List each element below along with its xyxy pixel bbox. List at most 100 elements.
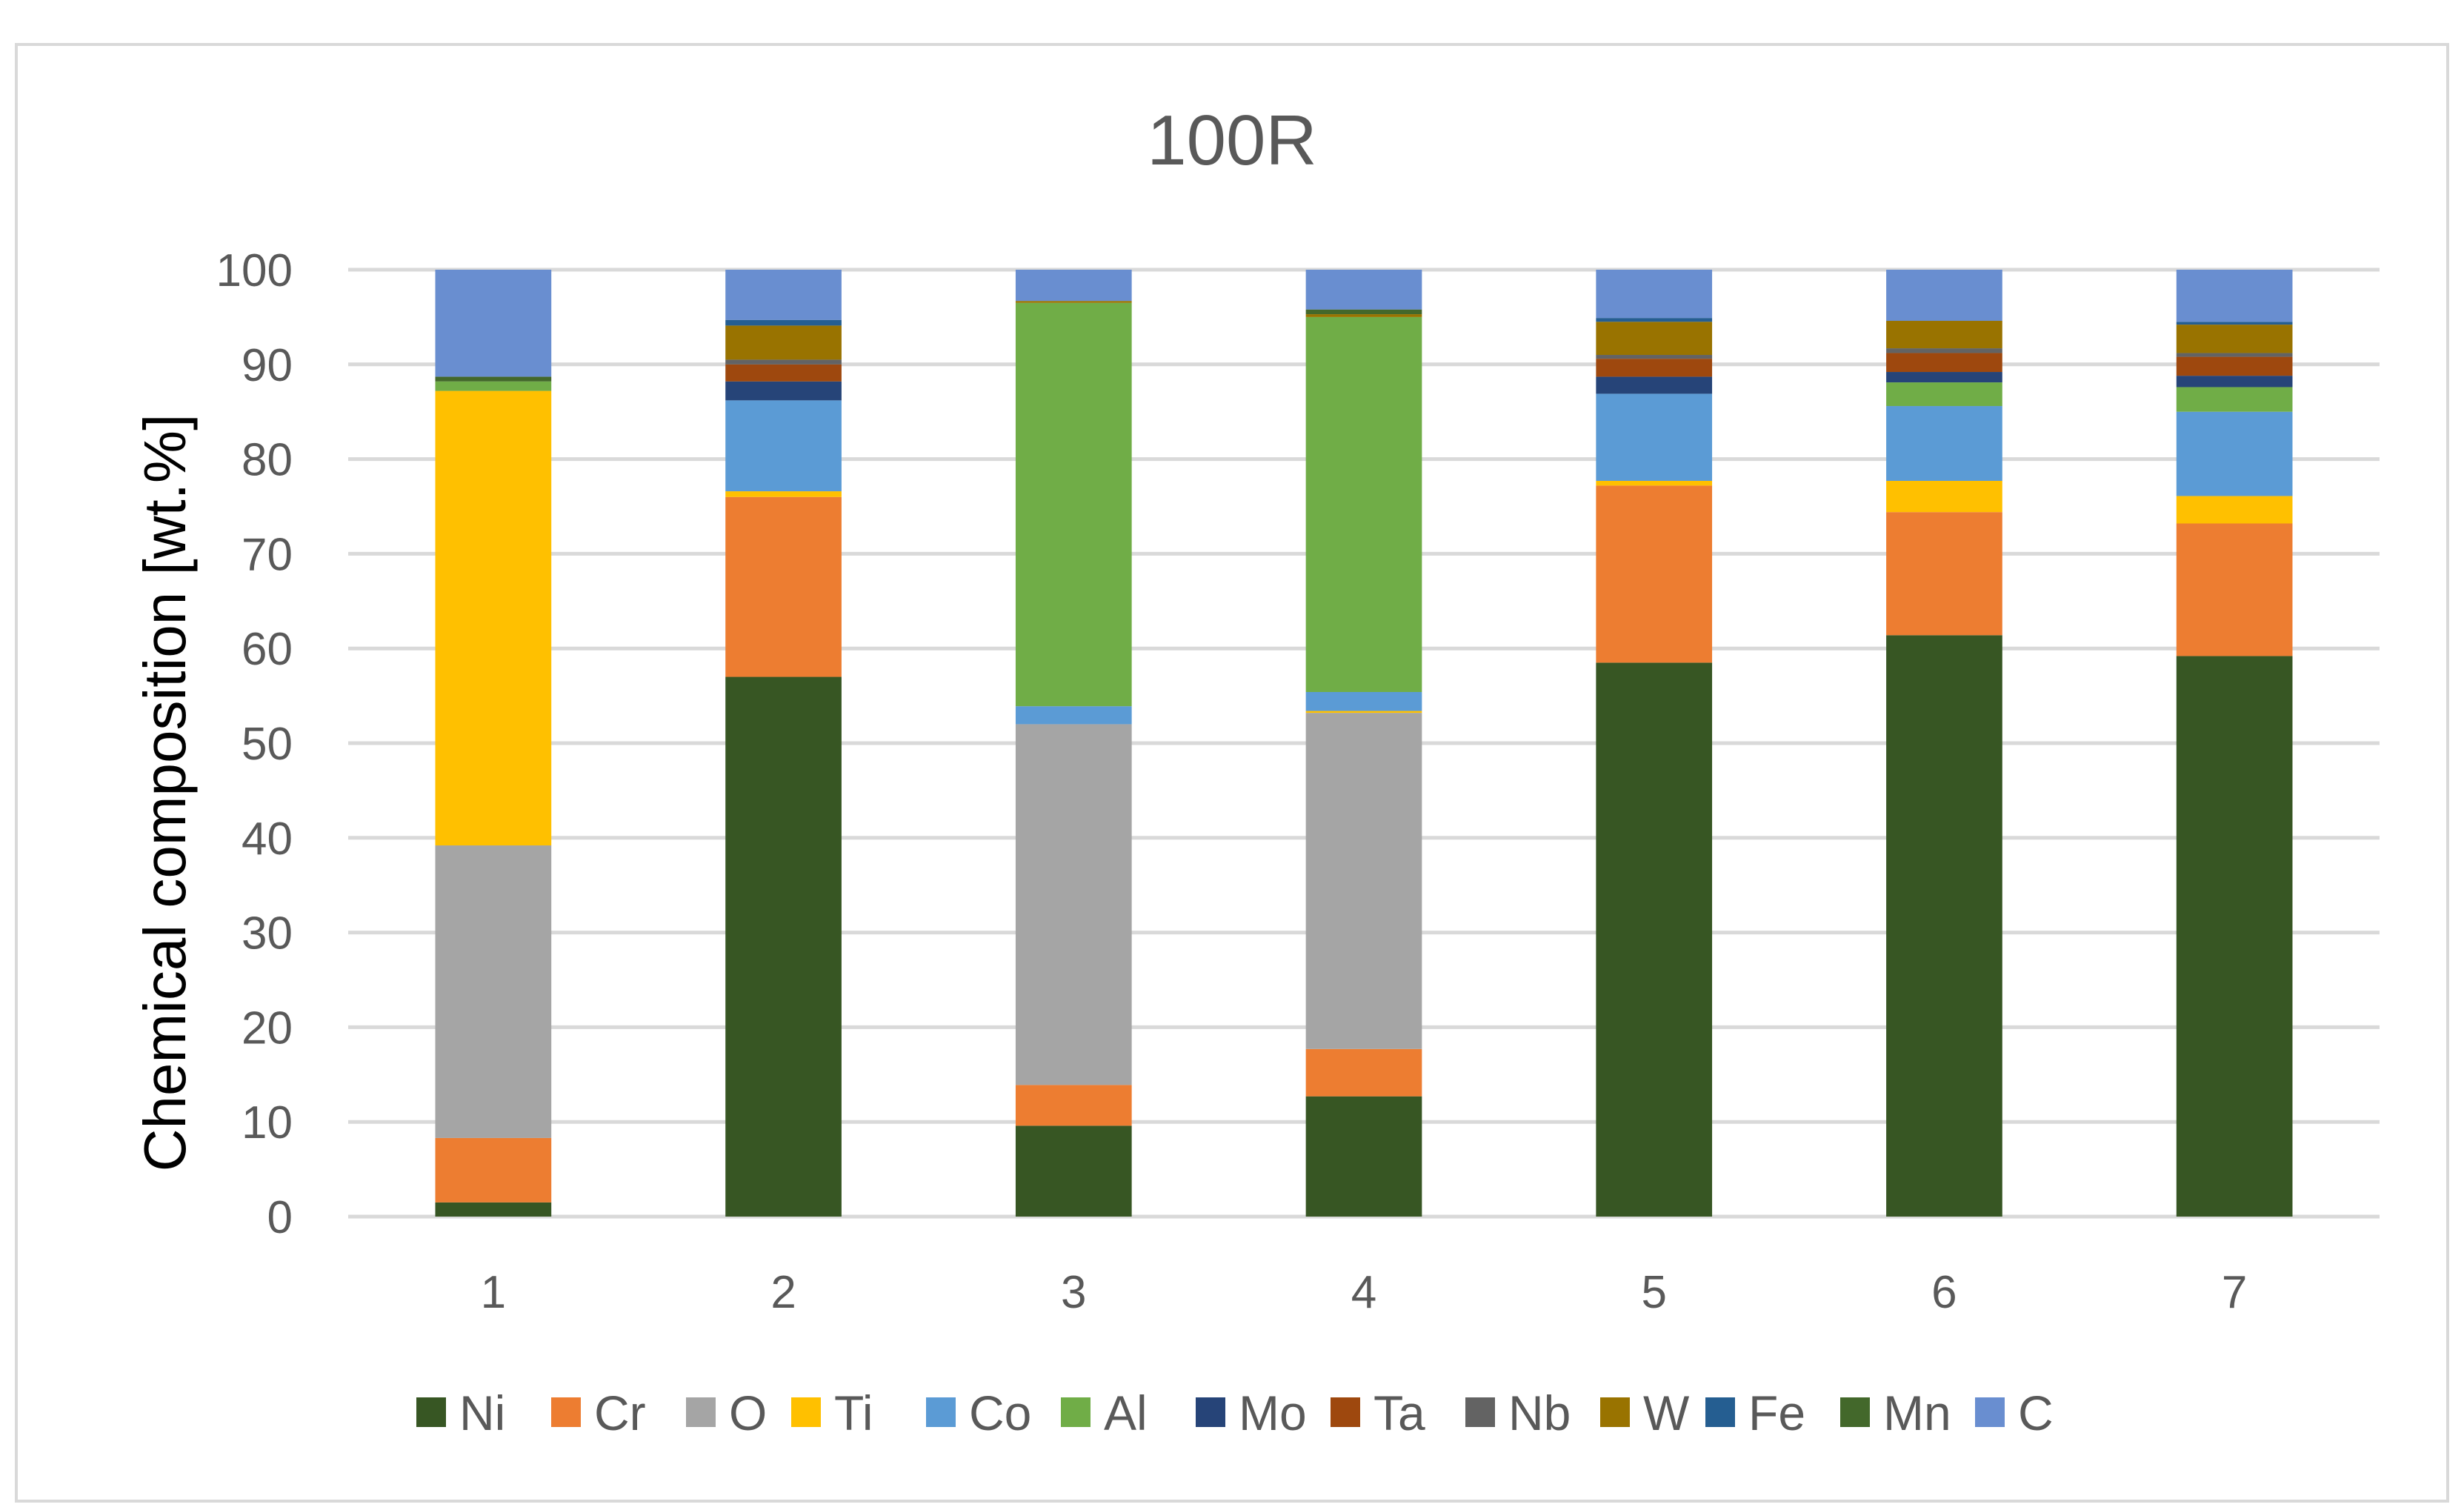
bar-segment-al-7 bbox=[2176, 387, 2293, 412]
legend-item-mn: Mn bbox=[1840, 1386, 1951, 1440]
legend-item-ti: Ti bbox=[791, 1386, 873, 1440]
bar-segment-al-1 bbox=[435, 381, 552, 391]
legend-swatch bbox=[1196, 1397, 1225, 1427]
bar-segment-ta-6 bbox=[1886, 353, 2002, 373]
legend-swatch bbox=[416, 1397, 446, 1427]
bar-segment-ta-2 bbox=[725, 364, 842, 382]
bar-segment-ti-7 bbox=[2176, 496, 2293, 524]
bar-segment-ni-2 bbox=[725, 676, 842, 1217]
bar-segment-ti-2 bbox=[725, 491, 842, 497]
legend-swatch bbox=[686, 1397, 716, 1427]
bar-segment-w-7 bbox=[2176, 325, 2293, 353]
legend-item-mo: Mo bbox=[1196, 1386, 1307, 1440]
bar-segment-c-5 bbox=[1596, 270, 1713, 319]
bar-segment-mo-7 bbox=[2176, 376, 2293, 388]
legend-swatch bbox=[551, 1397, 581, 1427]
bar-segment-c-7 bbox=[2176, 270, 2293, 322]
y-tick-label: 60 bbox=[242, 624, 293, 675]
legend-label: Ta bbox=[1373, 1386, 1425, 1440]
bar-segment-nb-7 bbox=[2176, 353, 2293, 357]
x-tick-label: 1 bbox=[481, 1267, 506, 1318]
bar-segment-c-1 bbox=[435, 270, 552, 377]
bar-segment-fe-5 bbox=[1596, 318, 1713, 322]
legend-item-w: W bbox=[1600, 1386, 1690, 1440]
legend-label: Ti bbox=[834, 1386, 873, 1440]
bar-segment-ti-6 bbox=[1886, 480, 2002, 513]
legend-item-cr: Cr bbox=[551, 1386, 646, 1440]
bar-segment-c-4 bbox=[1305, 270, 1422, 310]
legend-swatch bbox=[791, 1397, 821, 1427]
bar-segment-mn-1 bbox=[435, 376, 552, 382]
bar-segment-o-1 bbox=[435, 845, 552, 1138]
legend-item-ta: Ta bbox=[1331, 1386, 1425, 1440]
bar-segment-co-2 bbox=[725, 400, 842, 492]
chart-title: 100R bbox=[1147, 101, 1317, 180]
bar-segment-ni-4 bbox=[1305, 1096, 1422, 1217]
bar-segment-nb-5 bbox=[1596, 355, 1713, 359]
bar-segment-ni-6 bbox=[1886, 635, 2002, 1217]
bar-segment-cr-2 bbox=[725, 496, 842, 677]
legend-item-c: C bbox=[1975, 1386, 2054, 1440]
x-tick-label: 4 bbox=[1351, 1267, 1376, 1318]
legend-label: Co bbox=[969, 1386, 1031, 1440]
y-tick-label: 80 bbox=[242, 435, 293, 486]
bar-segment-nb-2 bbox=[725, 359, 842, 365]
legend-swatch bbox=[1975, 1397, 2005, 1427]
bar-segment-cr-3 bbox=[1015, 1085, 1132, 1126]
bar-segment-co-4 bbox=[1305, 691, 1422, 711]
bar-segment-c-3 bbox=[1015, 270, 1132, 302]
bar-segment-cr-5 bbox=[1596, 485, 1713, 663]
bar-segment-o-3 bbox=[1015, 724, 1132, 1085]
bar-segment-cr-4 bbox=[1305, 1048, 1422, 1097]
bar-segment-ta-5 bbox=[1596, 359, 1713, 377]
x-axis-ticks: 1 2 3 4 5 6 7 bbox=[481, 1267, 2248, 1318]
bar-segment-ni-1 bbox=[435, 1202, 552, 1217]
bar-segment-c-6 bbox=[1886, 270, 2002, 322]
bar-segment-ti-1 bbox=[435, 390, 552, 846]
legend-label: C bbox=[2018, 1386, 2054, 1440]
y-tick-label: 100 bbox=[216, 245, 293, 296]
bar-segment-co-5 bbox=[1596, 393, 1713, 481]
x-tick-label: 5 bbox=[1641, 1267, 1666, 1318]
bar-segment-w-3 bbox=[1015, 301, 1132, 303]
x-tick-label: 6 bbox=[1931, 1267, 1957, 1318]
bar-segment-fe-2 bbox=[725, 319, 842, 326]
x-tick-label: 2 bbox=[770, 1267, 796, 1318]
y-axis-ticks: 0 10 20 30 40 50 60 70 80 90 100 bbox=[216, 245, 293, 1243]
y-tick-label: 90 bbox=[242, 340, 293, 391]
y-tick-label: 40 bbox=[242, 814, 293, 865]
legend-label: Mo bbox=[1239, 1386, 1307, 1440]
bar-segment-ni-5 bbox=[1596, 662, 1713, 1217]
legend-item-co: Co bbox=[926, 1386, 1031, 1440]
legend-label: O bbox=[729, 1386, 767, 1440]
legend-item-fe: Fe bbox=[1705, 1386, 1805, 1440]
bar-segment-ni-3 bbox=[1015, 1125, 1132, 1217]
legend-label: Cr bbox=[594, 1386, 646, 1440]
legend-swatch bbox=[1600, 1397, 1630, 1427]
bar-segment-al-6 bbox=[1886, 382, 2002, 407]
bar-segment-ta-7 bbox=[2176, 356, 2293, 376]
y-tick-label: 50 bbox=[242, 719, 293, 770]
bar-segment-o-4 bbox=[1305, 713, 1422, 1049]
y-tick-label: 0 bbox=[267, 1192, 293, 1243]
bar-segment-al-4 bbox=[1305, 316, 1422, 692]
legend-item-o: O bbox=[686, 1386, 767, 1440]
bar-segment-ni-7 bbox=[2176, 656, 2293, 1217]
bar-segment-co-6 bbox=[1886, 406, 2002, 481]
bars bbox=[435, 270, 2293, 1217]
legend: Ni Cr O Ti Co Al Mo Ta Nb W Fe Mn C bbox=[416, 1386, 2054, 1440]
legend-swatch bbox=[1840, 1397, 1870, 1427]
legend-swatch bbox=[926, 1397, 956, 1427]
bar-segment-al-3 bbox=[1015, 302, 1132, 707]
legend-label: Fe bbox=[1748, 1386, 1805, 1440]
y-tick-label: 20 bbox=[242, 1002, 293, 1054]
legend-label: Mn bbox=[1883, 1386, 1951, 1440]
bar-segment-co-3 bbox=[1015, 706, 1132, 725]
bar-segment-w-5 bbox=[1596, 322, 1713, 356]
bar-segment-fe-7 bbox=[2176, 322, 2293, 325]
bar-segment-mo-2 bbox=[725, 381, 842, 401]
bar-segment-co-7 bbox=[2176, 411, 2293, 496]
bar-segment-mn-4 bbox=[1305, 309, 1422, 315]
legend-item-al: Al bbox=[1061, 1386, 1148, 1440]
